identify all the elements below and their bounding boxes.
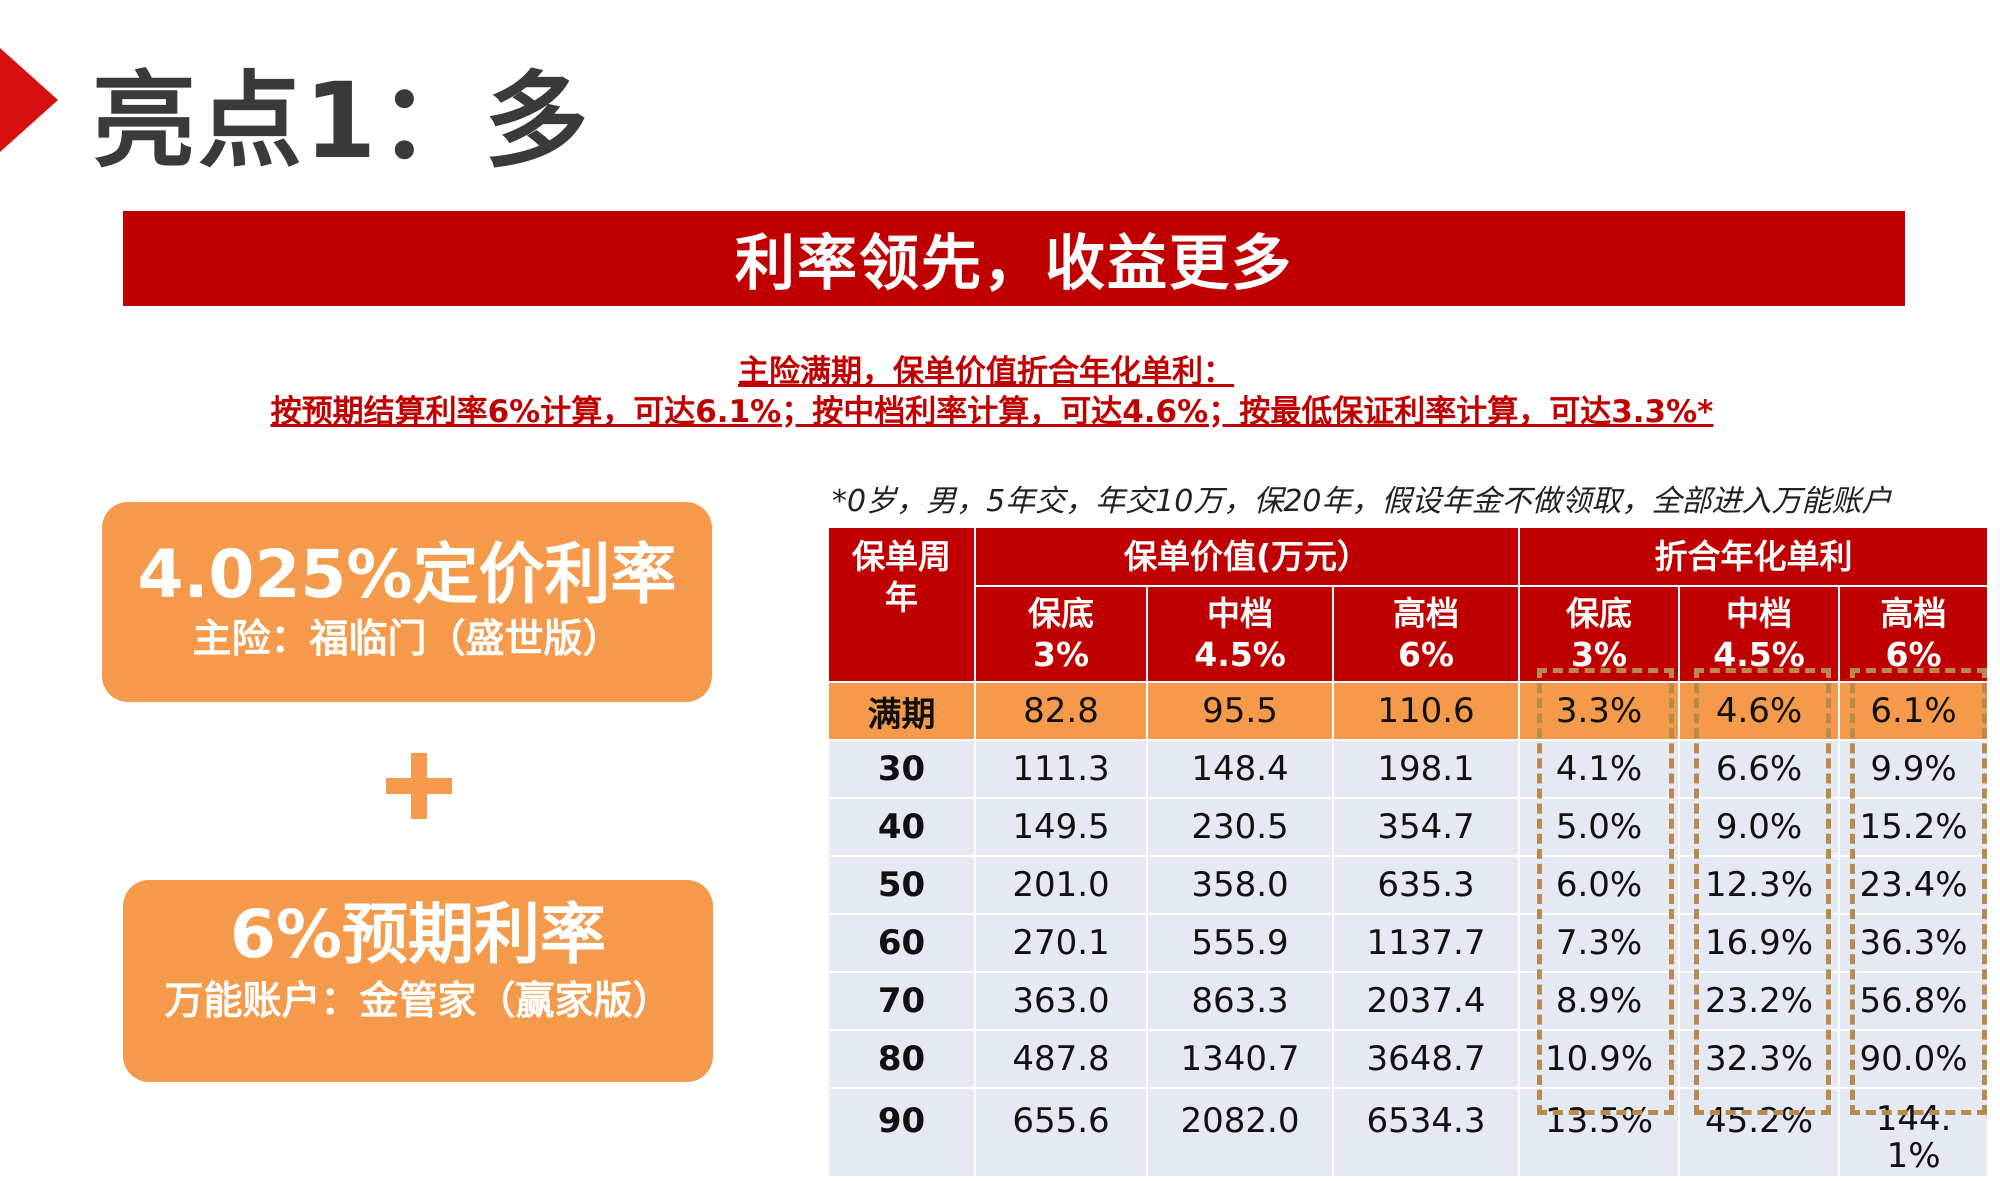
pricing-rate-subtitle: 主险：福临门（盛世版）: [192, 617, 622, 662]
value-cell: 198.1: [1331, 739, 1521, 799]
row-age: 90: [827, 1087, 976, 1178]
rate-cell: 7.3%: [1518, 913, 1681, 973]
pricing-rate-title: 4.025%定价利率: [137, 536, 677, 613]
value-cell: 270.1: [974, 913, 1148, 973]
value-cell: 3648.7: [1331, 1029, 1521, 1089]
rate-cell: 45.2%: [1678, 1087, 1841, 1178]
rate-cell: 56.8%: [1838, 971, 1990, 1031]
value-cell: 863.3: [1146, 971, 1334, 1031]
header-value-col: 中档 4.5%: [1146, 585, 1334, 683]
header-value-col: 保底 3%: [974, 585, 1148, 683]
rate-cell: 4.6%: [1678, 681, 1841, 741]
expected-rate-box: 6%预期利率 万能账户：金管家（赢家版）: [123, 880, 713, 1082]
rate-cell: 6.1%: [1838, 681, 1990, 741]
rate-cell: 13.5%: [1518, 1087, 1681, 1178]
page-title: 亮点1：多: [92, 60, 591, 182]
subhead-line-2: 按预期结算利率6%计算，可达6.1%；按中档利率计算，可达4.6%；按最低保证利…: [270, 394, 1714, 430]
value-cell: 635.3: [1331, 855, 1521, 915]
rate-cell: 23.2%: [1678, 971, 1841, 1031]
footnote: *0岁，男，5年交，年交10万，保20年，假设年金不做领取，全部进入万能账户: [832, 484, 1892, 519]
rate-cell: 16.9%: [1678, 913, 1841, 973]
table-row: 满期 82.8 95.5 110.6 3.3% 4.6% 6.1%: [827, 681, 1990, 741]
policy-value-table: 保单周年 保单价值(万元） 折合年化单利 保底 3% 中档 4.5% 高档 6%…: [827, 526, 1990, 1178]
expected-rate-subtitle: 万能账户：金管家（赢家版）: [164, 979, 672, 1024]
row-age: 30: [827, 739, 976, 799]
rate-cell: 23.4%: [1838, 855, 1990, 915]
value-cell: 1340.7: [1146, 1029, 1334, 1089]
rate-cell: 6.6%: [1678, 739, 1841, 799]
row-age: 70: [827, 971, 976, 1031]
rate-cell: 10.9%: [1518, 1029, 1681, 1089]
value-cell: 2082.0: [1146, 1087, 1334, 1178]
table-row: 50 201.0 358.0 635.3 6.0% 12.3% 23.4%: [827, 855, 1990, 915]
table-row: 70 363.0 863.3 2037.4 8.9% 23.2% 56.8%: [827, 971, 1990, 1031]
value-cell: 555.9: [1146, 913, 1334, 973]
header-rate-col: 高档 6%: [1838, 585, 1990, 683]
rate-cell: 12.3%: [1678, 855, 1841, 915]
table-row: 60 270.1 555.9 1137.7 7.3% 16.9% 36.3%: [827, 913, 1990, 973]
value-cell: 358.0: [1146, 855, 1334, 915]
value-cell: 111.3: [974, 739, 1148, 799]
header-value-col: 高档 6%: [1331, 585, 1521, 683]
table-row: 80 487.8 1340.7 3648.7 10.9% 32.3% 90.0%: [827, 1029, 1990, 1089]
value-cell: 110.6: [1331, 681, 1521, 741]
title-arrow-icon: [0, 48, 58, 152]
value-cell: 1137.7: [1331, 913, 1521, 973]
value-cell: 82.8: [974, 681, 1148, 741]
header-rate-col: 中档 4.5%: [1678, 585, 1841, 683]
rate-cell: 32.3%: [1678, 1029, 1841, 1089]
header-rate-col: 保底 3%: [1518, 585, 1681, 683]
value-cell: 6534.3: [1331, 1087, 1521, 1178]
rate-cell: 3.3%: [1518, 681, 1681, 741]
value-cell: 487.8: [974, 1029, 1148, 1089]
rate-cell: 15.2%: [1838, 797, 1990, 857]
rate-cell: 36.3%: [1838, 913, 1990, 973]
value-cell: 149.5: [974, 797, 1148, 857]
rate-cell: 8.9%: [1518, 971, 1681, 1031]
row-age: 满期: [827, 681, 976, 741]
row-age: 50: [827, 855, 976, 915]
rate-cell: 5.0%: [1518, 797, 1681, 857]
row-age: 40: [827, 797, 976, 857]
rate-cell: 144.1%: [1838, 1087, 1990, 1178]
banner: 利率领先，收益更多: [123, 211, 1905, 306]
table-row: 30 111.3 148.4 198.1 4.1% 6.6% 9.9%: [827, 739, 1990, 799]
value-cell: 148.4: [1146, 739, 1334, 799]
value-cell: 2037.4: [1331, 971, 1521, 1031]
row-age: 60: [827, 913, 976, 973]
rate-cell: 9.0%: [1678, 797, 1841, 857]
header-policy-year: 保单周年: [827, 526, 976, 683]
rate-cell: 90.0%: [1838, 1029, 1990, 1089]
row-age: 80: [827, 1029, 976, 1089]
pricing-rate-box: 4.025%定价利率 主险：福临门（盛世版）: [102, 502, 712, 702]
expected-rate-title: 6%预期利率: [229, 896, 607, 973]
value-cell: 230.5: [1146, 797, 1334, 857]
header-policy-value: 保单价值(万元）: [973, 526, 1521, 587]
table-row: 40 149.5 230.5 354.7 5.0% 9.0% 15.2%: [827, 797, 1990, 857]
value-cell: 201.0: [974, 855, 1148, 915]
rate-cell: 6.0%: [1518, 855, 1681, 915]
value-cell: 354.7: [1331, 797, 1521, 857]
value-cell: 95.5: [1146, 681, 1334, 741]
rate-cell: 4.1%: [1518, 739, 1681, 799]
subhead-line-1: 主险满期，保单价值折合年化单利：: [738, 354, 1234, 390]
value-cell: 655.6: [974, 1087, 1148, 1178]
plus-icon: [386, 753, 452, 819]
rate-cell: 9.9%: [1838, 739, 1990, 799]
value-cell: 363.0: [974, 971, 1148, 1031]
table-row: 90 655.6 2082.0 6534.3 13.5% 45.2% 144.1…: [827, 1087, 1990, 1178]
header-annualized-rate: 折合年化单利: [1518, 526, 1990, 587]
